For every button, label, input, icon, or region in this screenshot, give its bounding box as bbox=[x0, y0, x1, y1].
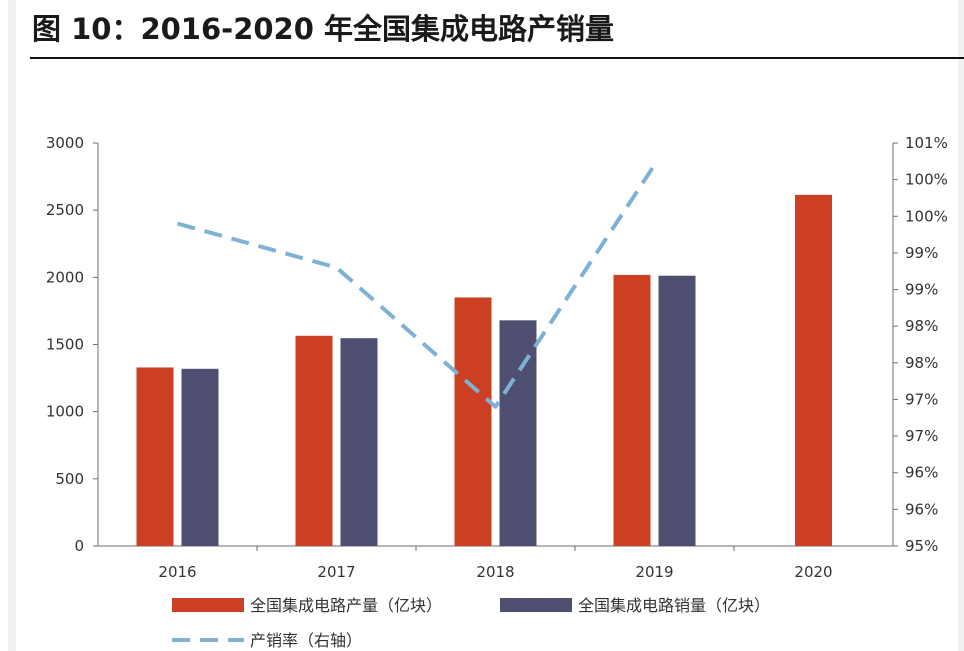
legend-production-label: 全国集成电路产量（亿块） bbox=[250, 596, 442, 615]
left-tick-label: 1000 bbox=[46, 403, 84, 421]
sales-bar bbox=[658, 275, 696, 546]
sales-bar bbox=[181, 368, 219, 546]
left-frame-edge bbox=[8, 0, 16, 651]
right-tick-label: 100% bbox=[905, 171, 948, 189]
left-tick-label: 500 bbox=[55, 470, 84, 488]
legend-rate-label: 产销率（右轴） bbox=[250, 631, 362, 650]
right-tick-label: 96% bbox=[905, 464, 938, 482]
x-tick-label: 2019 bbox=[635, 563, 673, 581]
right-tick-label: 100% bbox=[905, 207, 948, 225]
x-tick-label: 2017 bbox=[317, 563, 355, 581]
production-bar bbox=[795, 194, 832, 546]
right-tick-label: 97% bbox=[905, 390, 938, 408]
legend-sales-label: 全国集成电路销量（亿块） bbox=[578, 596, 770, 615]
x-tick-label: 2018 bbox=[476, 563, 514, 581]
right-tick-label: 98% bbox=[905, 317, 938, 335]
right-tick-label: 101% bbox=[905, 134, 948, 152]
figure-title: 图 10：2016-2020 年全国集成电路产销量 bbox=[32, 12, 615, 46]
right-tick-label: 98% bbox=[905, 354, 938, 372]
left-tick-label: 1500 bbox=[46, 336, 84, 354]
left-tick-label: 2000 bbox=[46, 268, 84, 286]
right-tick-label: 99% bbox=[905, 281, 938, 299]
sales-bar bbox=[499, 320, 537, 546]
right-tick-label: 99% bbox=[905, 244, 938, 262]
production-bar bbox=[136, 367, 174, 546]
x-tick-label: 2020 bbox=[794, 563, 832, 581]
legend-production-swatch bbox=[172, 598, 244, 612]
legend-sales-swatch bbox=[500, 598, 572, 612]
production-bar bbox=[454, 297, 492, 546]
sales-bar bbox=[340, 338, 378, 546]
production-bar bbox=[295, 335, 333, 546]
left-tick-label: 2500 bbox=[46, 201, 84, 219]
right-tick-label: 97% bbox=[905, 427, 938, 445]
right-tick-label: 95% bbox=[905, 537, 938, 555]
title-underline bbox=[30, 57, 964, 59]
right-tick-label: 96% bbox=[905, 500, 938, 518]
left-tick-label: 3000 bbox=[46, 134, 84, 152]
rate-line bbox=[176, 163, 657, 409]
production-bar bbox=[613, 274, 651, 546]
right-frame-edge bbox=[958, 0, 964, 651]
left-tick-label: 0 bbox=[74, 537, 84, 555]
x-tick-label: 2016 bbox=[158, 563, 196, 581]
